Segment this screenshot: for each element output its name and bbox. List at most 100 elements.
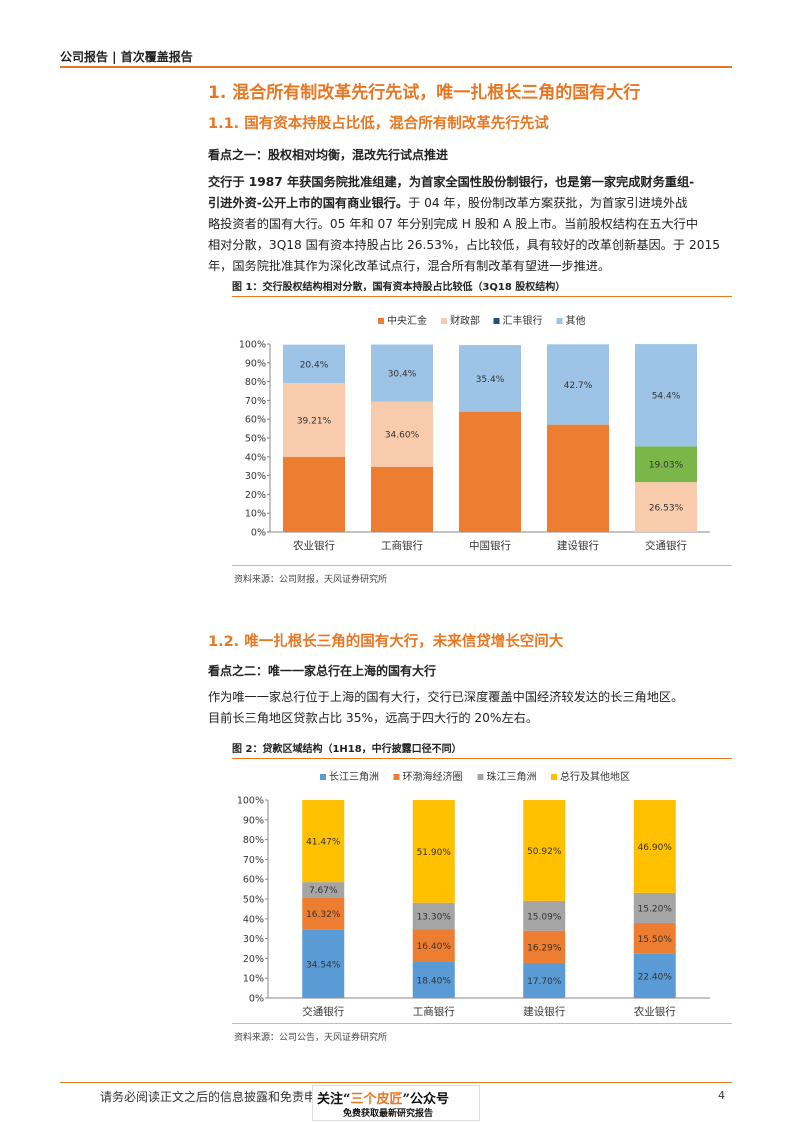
data-label: 50.92% (527, 847, 562, 857)
figure-2-source: 资料来源：公司公告，天风证券研究所 (234, 1033, 388, 1043)
y-tick-label: 90% (243, 815, 264, 826)
bar-segment (635, 344, 697, 447)
bar-segment (412, 800, 455, 903)
paragraph-1-line: 略投资者的国有大行。05 年和 07 年分别完成 H 股和 A 股上市。当前股权… (208, 217, 699, 231)
y-tick-label: 0% (251, 528, 266, 539)
y-tick-label: 70% (245, 396, 266, 407)
legend-label: 总行及其他地区 (560, 770, 630, 783)
section-1-title: 1. 混合所有制改革先行先试，唯一扎根长三角的国有大行 (208, 83, 641, 103)
y-tick-label: 100% (237, 796, 264, 807)
figure-2-title: 图 2：贷款区域结构（1H18，中行披露口径不同） (232, 740, 732, 759)
bar-segment (523, 800, 566, 901)
figure-2-box: 长江三角洲 环渤海经济圈 珠江三角洲 总行及其他地区 0% 10% 20% 30% 40% 50%… (232, 758, 732, 1024)
paragraph-1-line: 年，国务院批准其作为深化改革试点行，混合所有制改革有望进一步推进。 (208, 259, 611, 273)
y-tick-label: 0% (249, 994, 264, 1005)
legend-label: 财政部 (450, 314, 480, 327)
legend-label: 中央汇金 (387, 314, 427, 327)
data-label: 22.40% (638, 972, 673, 982)
y-tick-label: 60% (243, 875, 264, 886)
bar-segment (412, 902, 455, 930)
x-tick-label: 中国银行 (469, 539, 511, 552)
bar-segment (633, 953, 676, 998)
watermark-bottom: 免费获取最新研究报告 (343, 1109, 434, 1119)
y-tick-label: 100% (239, 340, 266, 351)
bar-segment (547, 344, 609, 425)
bar-segment (459, 345, 521, 412)
y-tick-label: 30% (245, 471, 266, 482)
chart-2: 长江三角洲 环渤海经济圈 珠江三角洲 总行及其他地区 0% 10% 20% 30% 40% 50%… (237, 770, 710, 1018)
legend-swatch (441, 318, 447, 324)
data-label: 17.70% (527, 977, 562, 987)
bar-segment (283, 383, 345, 457)
data-label: 34.60% (385, 431, 420, 441)
data-label: 18.40% (417, 976, 452, 986)
data-label: 34.54% (306, 960, 341, 970)
x-tick-label: 工商银行 (381, 539, 423, 552)
legend-swatch (477, 774, 484, 780)
x-tick-label: 农业银行 (293, 539, 335, 552)
bar-segment (547, 424, 609, 532)
y-tick-label: 40% (243, 914, 264, 925)
y-tick-label: 50% (245, 434, 266, 445)
paragraph-1: 交行于 1987 年获国务院批准组建，为首家全国性股份制银行，也是第一家完成财务… (208, 172, 732, 277)
data-label: 54.4% (652, 392, 681, 402)
chart-1: 中央汇金 财政部 汇丰银行 其他 0% 10% 20% 30% 40% 50% 60% 70% 80% 9… (239, 314, 710, 552)
bar-segment (633, 800, 676, 893)
paragraph-2-line: 作为唯一一家总行位于上海的国有大行，交行已深度覆盖中国经济较发达的长三角地区。 (208, 690, 684, 704)
data-label: 13.30% (417, 912, 452, 922)
y-tick-label: 30% (243, 934, 264, 945)
section-1-2-title: 1.2. 唯一扎根长三角的国有大行，未来信贷增长空间大 (208, 634, 564, 650)
legend-label: 长江三角洲 (329, 771, 379, 783)
y-tick-label: 20% (245, 490, 266, 501)
bar-segment (371, 401, 433, 467)
bar-segment (635, 446, 697, 483)
bar-segment (302, 897, 345, 930)
watermark-top: 关注“三个皮匠”公众号 (317, 1092, 449, 1107)
legend-swatch (320, 774, 326, 780)
x-tick-label: 交通银行 (302, 1005, 344, 1018)
bar-segment (302, 882, 345, 898)
x-tick-label: 农业银行 (634, 1005, 676, 1018)
data-label: 15.20% (638, 904, 673, 914)
figure-1-title: 图 1：交行股权结构相对分散，国有资本持股占比较低（3Q18 股权结构） (232, 278, 732, 297)
data-label: 42.7% (564, 381, 593, 391)
point-1-heading: 看点之一：股权相对均衡，混改先行试点推进 (208, 148, 449, 162)
legend-label: 环渤海经济圈 (403, 770, 463, 783)
bar-segment (523, 900, 566, 931)
data-label: 16.32% (306, 910, 341, 920)
data-label: 51.90% (417, 848, 452, 858)
footer-divider (60, 1082, 732, 1083)
figure-1-source: 资料来源：公司财报，天风证券研究所 (234, 575, 388, 585)
page-header: 公司报告 | 首次覆盖报告 (60, 46, 732, 68)
data-label: 15.50% (638, 935, 673, 945)
legend-swatch (378, 318, 384, 324)
bar-segment (371, 466, 433, 532)
legend-swatch (556, 318, 563, 324)
legend-label: 其他 (566, 314, 586, 327)
y-tick-label: 80% (245, 377, 266, 388)
y-tick-label: 60% (245, 415, 266, 426)
y-tick-label: 90% (245, 358, 266, 369)
bar-segment (633, 892, 676, 923)
bar-segment (633, 922, 676, 954)
footer-disclaimer: 请务必阅读正文之后的信息披露和免责申明 (100, 1090, 329, 1104)
figure-1-box: 中央汇金 财政部 汇丰银行 其他 0% 10% 20% 30% 40% 50% 60% 70% 80% 9… (232, 296, 732, 566)
data-label: 16.29% (527, 943, 562, 953)
header-text: 公司报告 | 首次覆盖报告 (60, 50, 193, 64)
y-tick-label: 40% (245, 452, 266, 463)
bar-segment (523, 962, 566, 998)
page-number: 4 (718, 1089, 725, 1102)
bar-segment (371, 344, 433, 402)
data-label: 16.40% (417, 942, 452, 952)
y-tick-label: 20% (243, 954, 264, 965)
y-tick-label: 70% (243, 855, 264, 866)
paragraph-1-line: 引进外资-公开上市的国有商业银行。于 04 年，股份制改革方案获批，为首家引进境… (208, 196, 688, 210)
data-label: 20.4% (300, 360, 329, 370)
paragraph-2-line: 目前长三角地区贷款占比 35%，远高于四大行的 20%左右。 (208, 711, 539, 725)
legend-swatch (393, 774, 400, 780)
watermark-stamp: 关注“三个皮匠”公众号 免费获取最新研究报告 (312, 1085, 480, 1121)
paragraph-2: 作为唯一一家总行位于上海的国有大行，交行已深度覆盖中国经济较发达的长三角地区。 … (208, 687, 732, 729)
data-label: 19.03% (649, 461, 684, 471)
data-label: 7.67% (309, 886, 338, 896)
y-tick-label: 80% (243, 835, 264, 846)
